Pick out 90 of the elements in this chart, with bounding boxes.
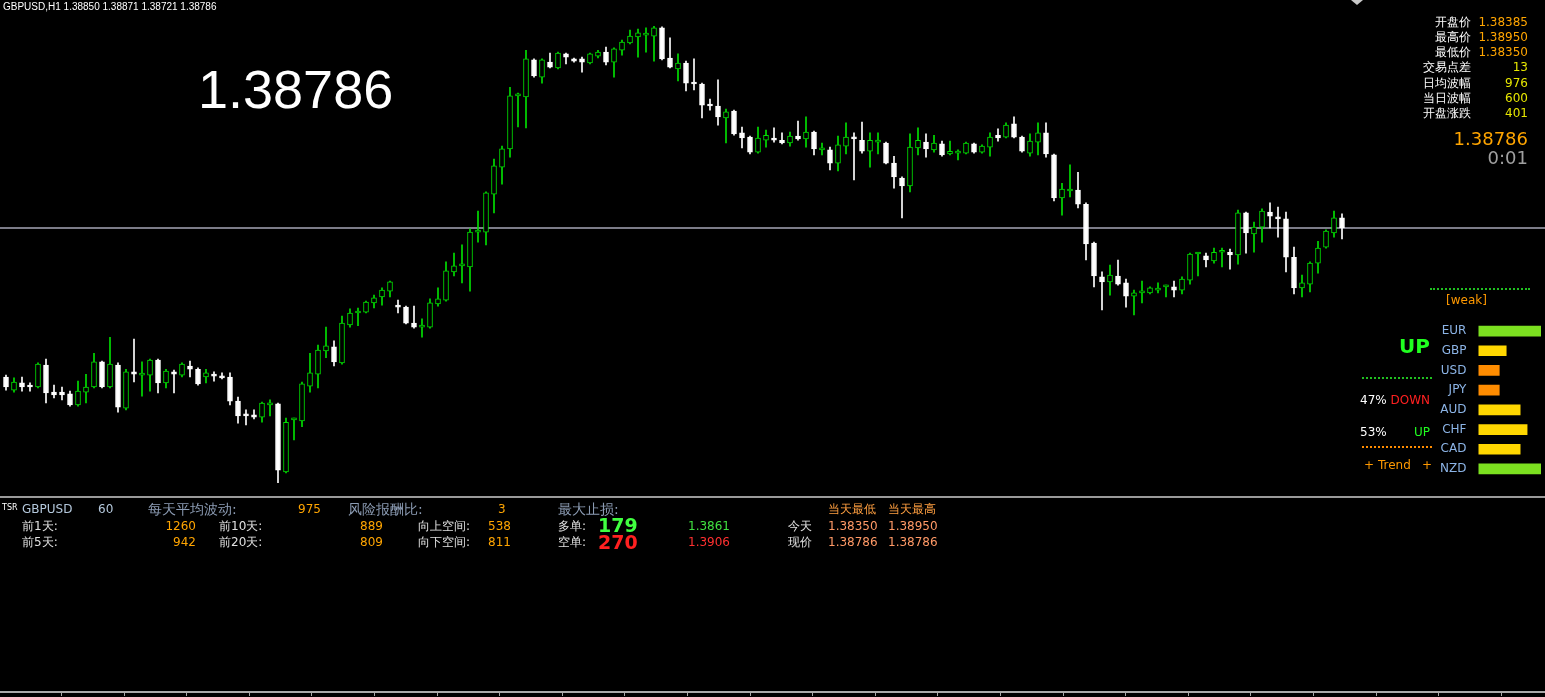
text: 开盘涨跌 <box>1423 106 1471 120</box>
text: 1.38786 <box>828 535 878 549</box>
text: 最高价 <box>1435 30 1471 44</box>
text: UP <box>1399 334 1430 358</box>
text: 今天 <box>788 519 812 533</box>
text: GBPUSD <box>22 502 73 516</box>
bar <box>1478 345 1507 357</box>
text: TSR <box>2 503 18 512</box>
text: 最低价 <box>1435 45 1471 59</box>
text: 1.38350 <box>828 519 878 533</box>
bar <box>1478 463 1541 475</box>
candlestick <box>651 26 657 62</box>
candlestick <box>243 409 249 426</box>
text: 1.38385 <box>1478 15 1528 29</box>
bar <box>1478 365 1500 376</box>
text: 前1天: <box>22 519 58 533</box>
text: 现价 <box>788 535 812 549</box>
text: 当天最低 <box>828 502 876 516</box>
y-tick-label: AUD <box>1440 401 1467 416</box>
text: 809 <box>360 535 383 549</box>
text: 前20天: <box>219 535 263 549</box>
text: 1.38786 <box>888 535 938 549</box>
text: 当日波幅 <box>1423 91 1471 105</box>
y-tick-label: JPY <box>1447 382 1468 397</box>
text: 前10天: <box>219 519 263 533</box>
text: 53% <box>1360 425 1387 439</box>
bar <box>1478 325 1541 337</box>
candlestick <box>131 338 137 383</box>
text: 270 <box>598 531 638 553</box>
text: 向上空间: <box>418 519 471 533</box>
text: 976 <box>1505 76 1528 90</box>
text: 空单: <box>558 535 587 549</box>
text: 60 <box>98 502 114 516</box>
text: 风险报酬比: <box>348 501 423 517</box>
text: 1.38950 <box>1478 30 1528 44</box>
text: 当天最高 <box>888 502 936 516</box>
text: UP <box>1413 425 1430 439</box>
text: [weak] <box>1446 293 1487 307</box>
text: 1260 <box>165 519 196 533</box>
y-tick-label: EUR <box>1441 323 1467 338</box>
candlestick <box>83 373 89 404</box>
text: + <box>1422 458 1433 472</box>
text: 0:01 <box>1487 147 1528 168</box>
text: 多单: <box>558 519 587 533</box>
bar <box>1478 384 1500 396</box>
text: 13 <box>1512 60 1528 74</box>
bar <box>1478 424 1528 435</box>
text: DOWN <box>1390 393 1430 407</box>
text: 1.3861 <box>688 519 730 533</box>
y-tick-label: CHF <box>1442 421 1467 436</box>
candlestick <box>675 53 681 82</box>
candlestick <box>899 176 905 219</box>
y-tick-label: NZD <box>1440 461 1467 476</box>
text: 538 <box>488 519 511 533</box>
text: + <box>1364 458 1375 472</box>
y-tick-label: CAD <box>1440 441 1467 456</box>
text: 975 <box>298 502 321 516</box>
candlestick <box>1107 264 1113 296</box>
text: Trend <box>1378 458 1411 472</box>
candlestick <box>1099 271 1105 311</box>
text: 前5天: <box>22 535 58 549</box>
candlestick <box>803 116 809 148</box>
text: 3 <box>498 502 506 516</box>
candlestick <box>1219 247 1225 268</box>
text: 600 <box>1505 91 1528 105</box>
candlestick <box>171 369 177 394</box>
text: 最大止损: <box>558 501 619 517</box>
y-tick-label: GBP <box>1441 342 1467 357</box>
text: 向下空间: <box>418 535 471 549</box>
text: 401 <box>1505 106 1528 120</box>
candlestick <box>723 108 729 144</box>
text: 交易点差 <box>1423 60 1471 74</box>
candlestick <box>323 326 329 359</box>
text: 日均波幅 <box>1423 76 1471 90</box>
text: 889 <box>360 519 383 533</box>
bar <box>1478 443 1521 455</box>
text: 47% <box>1360 393 1387 407</box>
chart-title: GBPUSD,H1 1.38850 1.38871 1.38721 1.38786 <box>3 1 217 12</box>
text: 每天平均波动: <box>148 501 237 517</box>
candlestick <box>1251 221 1257 253</box>
bar <box>1478 404 1521 416</box>
text: 942 <box>173 535 196 549</box>
annotation: 1.38786 <box>198 59 394 119</box>
text: 开盘价 <box>1435 15 1471 29</box>
text: 1.3906 <box>688 535 730 549</box>
y-tick-label: USD <box>1440 362 1467 377</box>
text: 1.38350 <box>1478 45 1528 59</box>
text: 1.38950 <box>888 519 938 533</box>
text: 1.38786 <box>1453 128 1528 149</box>
text: 811 <box>488 535 511 549</box>
